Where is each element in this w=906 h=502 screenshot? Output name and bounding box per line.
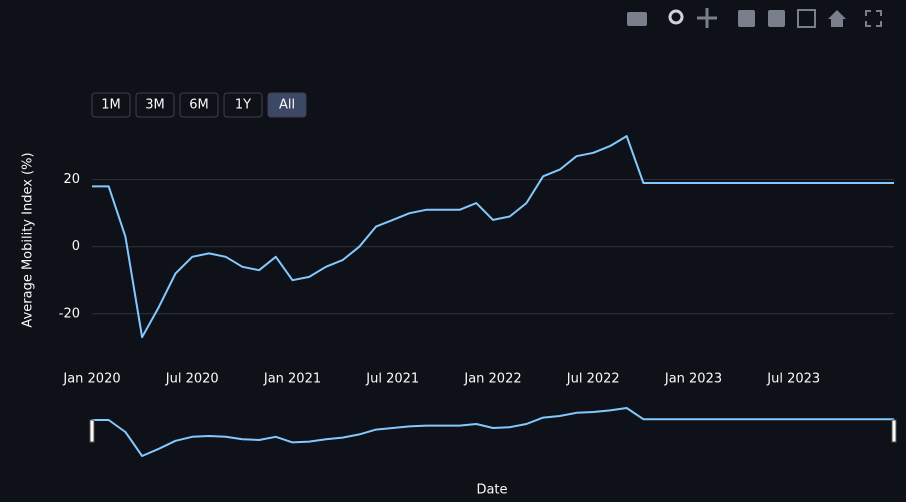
y-axis-title: Average Mobility Index (%) xyxy=(21,152,36,327)
range-button[interactable]: 6M xyxy=(179,92,219,118)
range-button-label: 1Y xyxy=(235,98,251,113)
range-button-box xyxy=(267,92,307,118)
home-icon[interactable] xyxy=(828,10,846,27)
x-tick-label: Jul 2021 xyxy=(365,372,419,387)
range-button[interactable]: 1Y xyxy=(223,92,263,118)
range-button[interactable]: 1M xyxy=(91,92,131,118)
camera-icon[interactable] xyxy=(627,12,647,26)
x-tick-label: Jan 2022 xyxy=(463,372,521,387)
range-slider-line xyxy=(92,407,894,457)
modebar xyxy=(627,8,882,28)
y-tick-label: 20 xyxy=(63,172,80,187)
y-tick-label: -20 xyxy=(59,306,80,321)
range-button-label: 1M xyxy=(101,98,121,113)
zoom-icon[interactable] xyxy=(668,9,684,25)
zoom-in-icon[interactable] xyxy=(738,10,755,27)
range-button-label: All xyxy=(279,98,295,113)
range-slider-handle[interactable] xyxy=(89,419,95,443)
x-tick-label: Jan 2021 xyxy=(263,372,321,387)
pan-icon[interactable] xyxy=(697,8,717,28)
range-button-box xyxy=(91,92,131,118)
x-tick-label: Jul 2023 xyxy=(766,372,820,387)
fullscreen-icon[interactable] xyxy=(865,10,882,27)
data-line xyxy=(92,135,894,339)
zoom-out-icon[interactable] xyxy=(768,10,785,27)
range-button-box xyxy=(135,92,175,118)
range-button-box xyxy=(179,92,219,118)
autoscale-icon[interactable] xyxy=(797,9,816,28)
range-button[interactable]: All xyxy=(267,92,307,118)
range-button[interactable]: 3M xyxy=(135,92,175,118)
x-tick-label: Jul 2022 xyxy=(566,372,620,387)
range-button-label: 6M xyxy=(189,98,209,113)
range-button-label: 3M xyxy=(145,98,165,113)
range-button-box xyxy=(223,92,263,118)
x-axis-title: Date xyxy=(476,483,507,498)
range-slider-handle[interactable] xyxy=(891,419,897,443)
x-tick-label: Jan 2023 xyxy=(664,372,722,387)
x-tick-label: Jul 2020 xyxy=(165,372,219,387)
y-tick-label: 0 xyxy=(72,239,80,254)
x-tick-label: Jan 2020 xyxy=(62,372,120,387)
